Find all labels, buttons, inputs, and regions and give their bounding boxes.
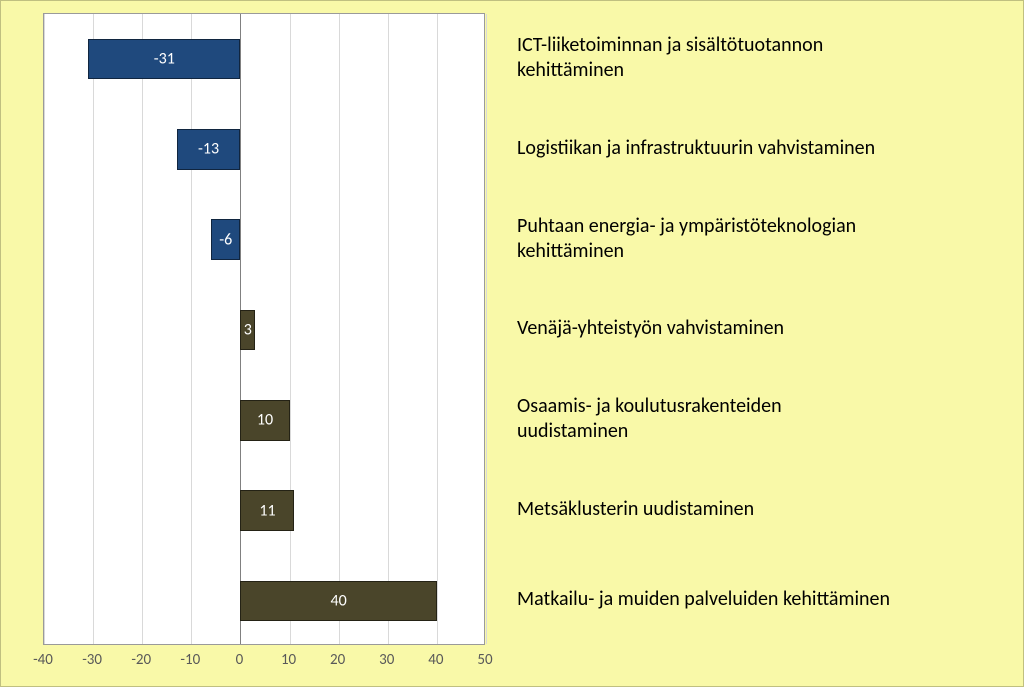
gridline [437,14,438,644]
gridline [44,14,45,644]
x-tick-label: 50 [477,651,492,669]
bar-value-label: 11 [259,501,275,520]
x-tick-label: 40 [428,651,443,669]
gridline [142,14,143,644]
x-tick-label: -40 [33,651,53,669]
category-label: Venäjä-yhteistyön vahvistaminen [517,284,1007,374]
gridline [486,14,487,644]
x-tick-label: 10 [281,651,296,669]
category-label: Puhtaan energia- ja ympäristöteknologian… [517,194,1007,284]
bar-value-label: -31 [154,50,175,69]
bar-value-label: 10 [257,411,273,430]
gridline [339,14,340,644]
bar-value-label: 40 [331,591,347,610]
category-label: Logistiikan ja infrastruktuurin vahvista… [517,103,1007,193]
bar-value-label: 3 [244,321,252,340]
bar-value-label: -6 [219,230,232,249]
gridline [191,14,192,644]
x-tick-label: 20 [330,651,345,669]
bar-value-label: -13 [198,140,219,159]
category-label: Metsäklusterin uudistaminen [517,464,1007,554]
category-label: ICT-liiketoiminnan ja sisältötuotannon k… [517,13,1007,103]
bar-chart: -31 -13 -6 3 10 11 40 -40 -30 -20 -10 0 10 20 30 40 50 I… [0,0,1024,687]
category-label: Osaamis- ja koulutusrakenteiden uudistam… [517,374,1007,464]
x-tick-label: -10 [180,651,200,669]
plot-area: -31 -13 -6 3 10 11 40 [43,13,485,645]
gridline [388,14,389,644]
x-tick-label: 0 [236,651,244,669]
x-tick-label: -20 [131,651,151,669]
gridline [93,14,94,644]
gridline [290,14,291,644]
x-tick-label: -30 [82,651,102,669]
category-label: Matkailu- ja muiden palveluiden kehittäm… [517,555,1007,645]
x-tick-label: 30 [379,651,394,669]
